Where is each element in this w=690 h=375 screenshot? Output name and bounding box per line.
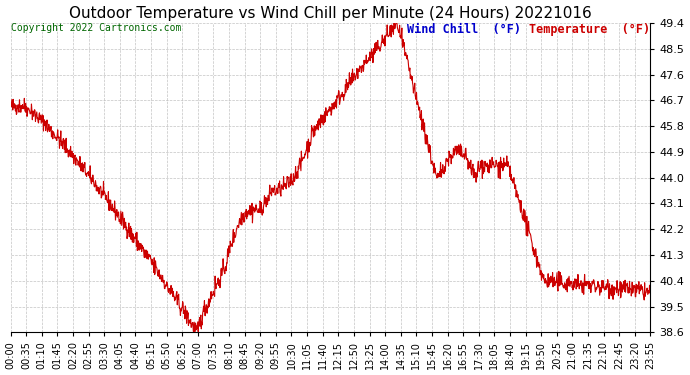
Text: Copyright 2022 Cartronics.com: Copyright 2022 Cartronics.com [10, 23, 181, 33]
Text: Wind Chill  (°F): Wind Chill (°F) [407, 23, 521, 36]
Text: Temperature  (°F): Temperature (°F) [529, 23, 650, 36]
Title: Outdoor Temperature vs Wind Chill per Minute (24 Hours) 20221016: Outdoor Temperature vs Wind Chill per Mi… [69, 6, 592, 21]
